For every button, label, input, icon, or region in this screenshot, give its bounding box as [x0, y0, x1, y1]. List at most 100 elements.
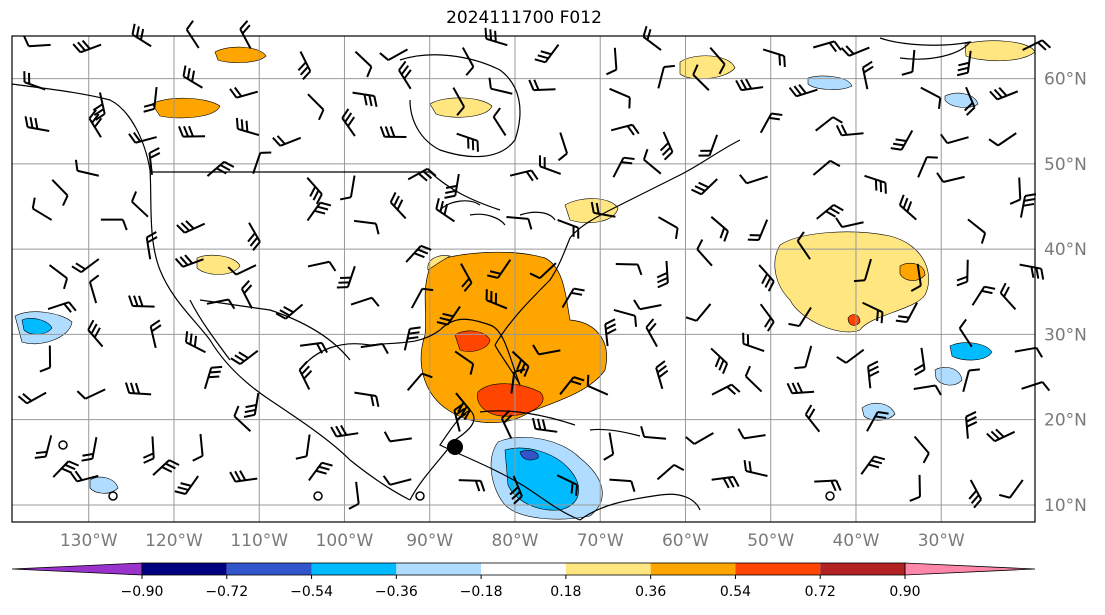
wind-barb: [759, 303, 775, 332]
wind-barb: [860, 455, 886, 475]
wind-barb: [185, 20, 200, 49]
wind-barb: [788, 306, 812, 328]
colorbar-segment: [820, 563, 905, 575]
wind-barb: [299, 341, 328, 354]
wind-barb: [698, 134, 719, 157]
wind-barb: [709, 46, 726, 75]
wind-barb: [642, 148, 662, 175]
wind-barb: [456, 132, 479, 152]
wind-barb: [403, 326, 421, 351]
wind-barb: [298, 361, 313, 390]
wind-barb: [758, 264, 775, 292]
wind-barb: [272, 135, 302, 147]
wind-barb: [645, 318, 658, 348]
wind-barb: [534, 44, 560, 64]
wind-barb: [968, 479, 983, 509]
calm-circle: [58, 440, 68, 450]
positive-anomaly-north-5: [964, 40, 1036, 62]
wind-barb: [971, 285, 996, 306]
wind-barb: [406, 372, 433, 391]
wind-barb: [986, 428, 1016, 443]
wind-barb: [796, 231, 811, 260]
wind-barb: [890, 129, 914, 151]
negative-anomaly-north-atlantic: [807, 75, 853, 90]
wind-barb: [48, 264, 69, 290]
wind-barb: [510, 368, 526, 394]
wind-barb: [988, 132, 1017, 147]
colorbar-segment: [481, 563, 566, 575]
wind-barb: [532, 344, 561, 356]
wind-barbs: [17, 20, 1052, 510]
colorbar-tick-label: −0.54: [290, 584, 333, 600]
wind-barb: [812, 159, 841, 176]
strong-negative-anomaly-caribbean: [519, 450, 539, 461]
wind-barb: [762, 48, 786, 67]
strong-positive-anomaly-atlantic: [847, 314, 861, 326]
wind-barb: [152, 459, 180, 476]
wind-barb: [606, 47, 618, 76]
wind-barb: [174, 254, 204, 268]
wind-barb: [405, 244, 432, 263]
calm-circle: [415, 491, 425, 501]
moderate-negative-anomaly-pacific: [21, 318, 53, 335]
longitude-label: 30°W: [918, 531, 965, 551]
wind-barb: [603, 432, 615, 461]
colorbar-segment: [226, 563, 312, 575]
wind-barb: [229, 470, 258, 483]
wind-barb: [47, 301, 77, 313]
wind-barb: [148, 147, 161, 175]
wind-barb: [659, 131, 674, 161]
wind-barb: [460, 263, 473, 292]
longitude-label: 110°W: [230, 531, 288, 551]
wind-barb: [657, 216, 679, 240]
east-coast: [494, 139, 741, 346]
wind-barb: [786, 382, 815, 395]
positive-anomaly-atlantic: [774, 231, 929, 333]
wind-barb: [710, 347, 729, 375]
wind-barb: [295, 434, 311, 460]
wind-barb: [17, 391, 47, 405]
wind-barb: [74, 159, 100, 177]
longitude-label: 60°W: [662, 531, 709, 551]
wind-barb: [633, 299, 662, 311]
wind-barb: [840, 45, 870, 57]
positive-anomaly-north-4: [679, 55, 736, 80]
wind-barb: [531, 417, 558, 433]
wind-barb: [613, 308, 638, 327]
positive-anomaly-northeast: [564, 198, 619, 223]
wind-barb: [692, 64, 710, 91]
wind-barb: [182, 65, 203, 89]
wind-barb: [964, 86, 976, 116]
longitude-label: 40°W: [832, 531, 879, 551]
wind-barb: [509, 475, 523, 505]
wind-barb: [31, 197, 53, 221]
longitude-label: 50°W: [747, 531, 794, 551]
wind-barb: [940, 133, 969, 145]
wind-barb: [812, 40, 842, 53]
wind-barb: [247, 222, 261, 251]
wind-barb: [192, 433, 204, 462]
wind-barb: [88, 274, 100, 304]
wind-barb: [145, 231, 158, 260]
wind-barb: [920, 86, 942, 109]
wind-barb: [87, 319, 104, 348]
great-lakes: [439, 200, 556, 226]
wind-barb: [307, 260, 337, 272]
wind-barb: [379, 126, 407, 139]
wind-barb: [23, 35, 51, 48]
hudson-bay: [399, 54, 521, 158]
wind-barb: [389, 191, 407, 220]
wind-barb: [967, 218, 987, 244]
wind-barb: [615, 262, 643, 276]
wind-barb: [655, 360, 669, 390]
wind-barb: [1021, 381, 1051, 392]
wind-barb: [435, 198, 455, 223]
wind-barb: [230, 350, 259, 365]
calm-circle: [313, 491, 323, 501]
wind-barb: [243, 392, 260, 419]
wind-barb: [742, 332, 765, 353]
wind-barb: [1009, 177, 1022, 205]
wind-barb: [1019, 263, 1045, 280]
wind-barb: [308, 461, 333, 482]
latitude-label: 10°N: [1044, 496, 1087, 516]
